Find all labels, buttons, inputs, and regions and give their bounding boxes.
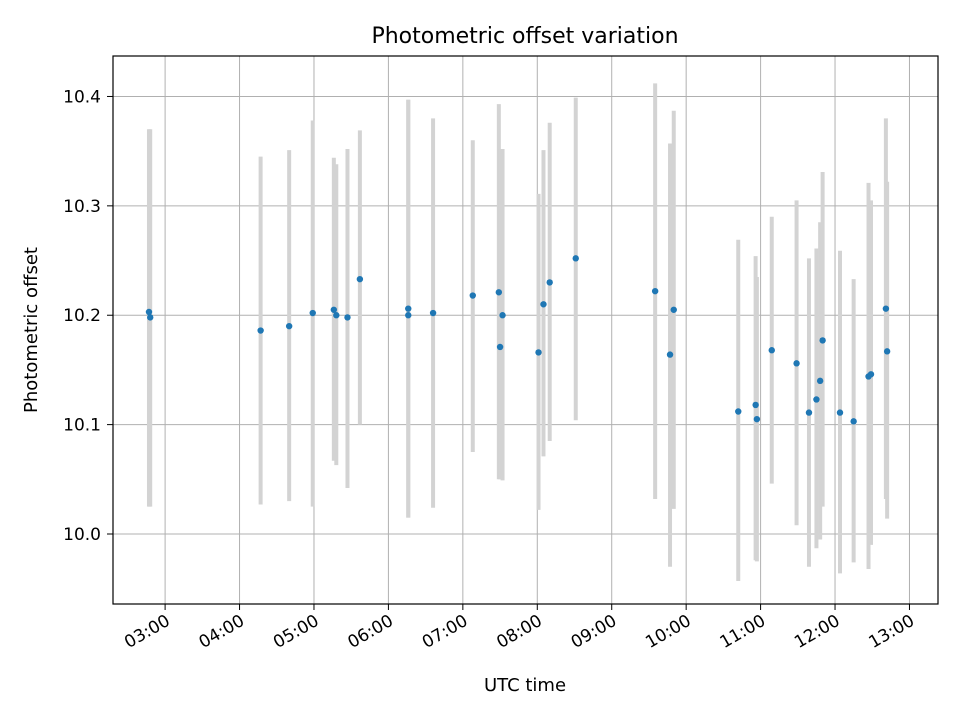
data-point	[836, 409, 844, 416]
data-point	[816, 377, 824, 385]
data-point	[793, 360, 800, 367]
data-point	[540, 301, 547, 308]
data-point	[356, 275, 364, 283]
data-point	[867, 371, 875, 378]
data-point	[666, 351, 674, 358]
data-point	[330, 306, 338, 313]
data-point	[429, 309, 437, 317]
data-point	[257, 327, 264, 334]
data-point	[285, 322, 293, 330]
data-point	[882, 305, 890, 312]
data-point	[805, 409, 813, 416]
y-axis-label: Photometric offset	[21, 247, 42, 413]
y-tick-label: 10.3	[63, 197, 101, 217]
data-point	[752, 401, 759, 409]
data-point	[546, 279, 553, 286]
y-axis: 10.0 10.1 10.2 10.3 10.4	[63, 87, 113, 545]
data-point	[753, 415, 761, 423]
y-tick-label: 10.4	[63, 87, 101, 107]
data-point	[813, 396, 820, 403]
data-point	[344, 314, 351, 321]
data-point	[850, 418, 857, 425]
data-point	[535, 349, 542, 356]
data-point	[495, 289, 503, 296]
data-point	[768, 347, 775, 354]
y-tick-label: 10.1	[63, 416, 101, 436]
data-point	[572, 255, 579, 262]
chart-title: Photometric offset variation	[371, 24, 678, 49]
data-point	[405, 312, 412, 319]
data-point	[309, 309, 316, 317]
data-point	[333, 312, 340, 319]
data-point	[499, 312, 506, 319]
data-point	[735, 408, 742, 415]
data-point	[883, 348, 891, 355]
data-point	[147, 314, 154, 321]
data-point	[496, 343, 504, 351]
y-tick-label: 10.0	[63, 525, 101, 545]
data-point	[405, 305, 412, 312]
y-tick-label: 10.2	[63, 306, 101, 326]
data-point	[670, 306, 677, 313]
x-axis-label: UTC time	[484, 675, 566, 696]
plot-frame	[112, 55, 939, 605]
data-point	[819, 337, 826, 344]
data-point	[145, 308, 153, 316]
data-points	[145, 255, 891, 425]
data-point	[651, 287, 659, 295]
data-point	[469, 292, 476, 299]
